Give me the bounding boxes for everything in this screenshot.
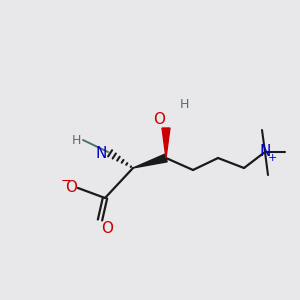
Text: O: O <box>65 181 77 196</box>
Text: O: O <box>153 112 165 127</box>
Text: −: − <box>61 175 71 188</box>
Text: H: H <box>72 134 81 146</box>
Text: O: O <box>101 221 113 236</box>
Polygon shape <box>162 128 170 158</box>
Text: +: + <box>267 153 277 163</box>
Text: N: N <box>96 146 107 160</box>
Text: H: H <box>180 98 189 112</box>
Text: N: N <box>259 145 271 160</box>
Polygon shape <box>133 154 167 168</box>
